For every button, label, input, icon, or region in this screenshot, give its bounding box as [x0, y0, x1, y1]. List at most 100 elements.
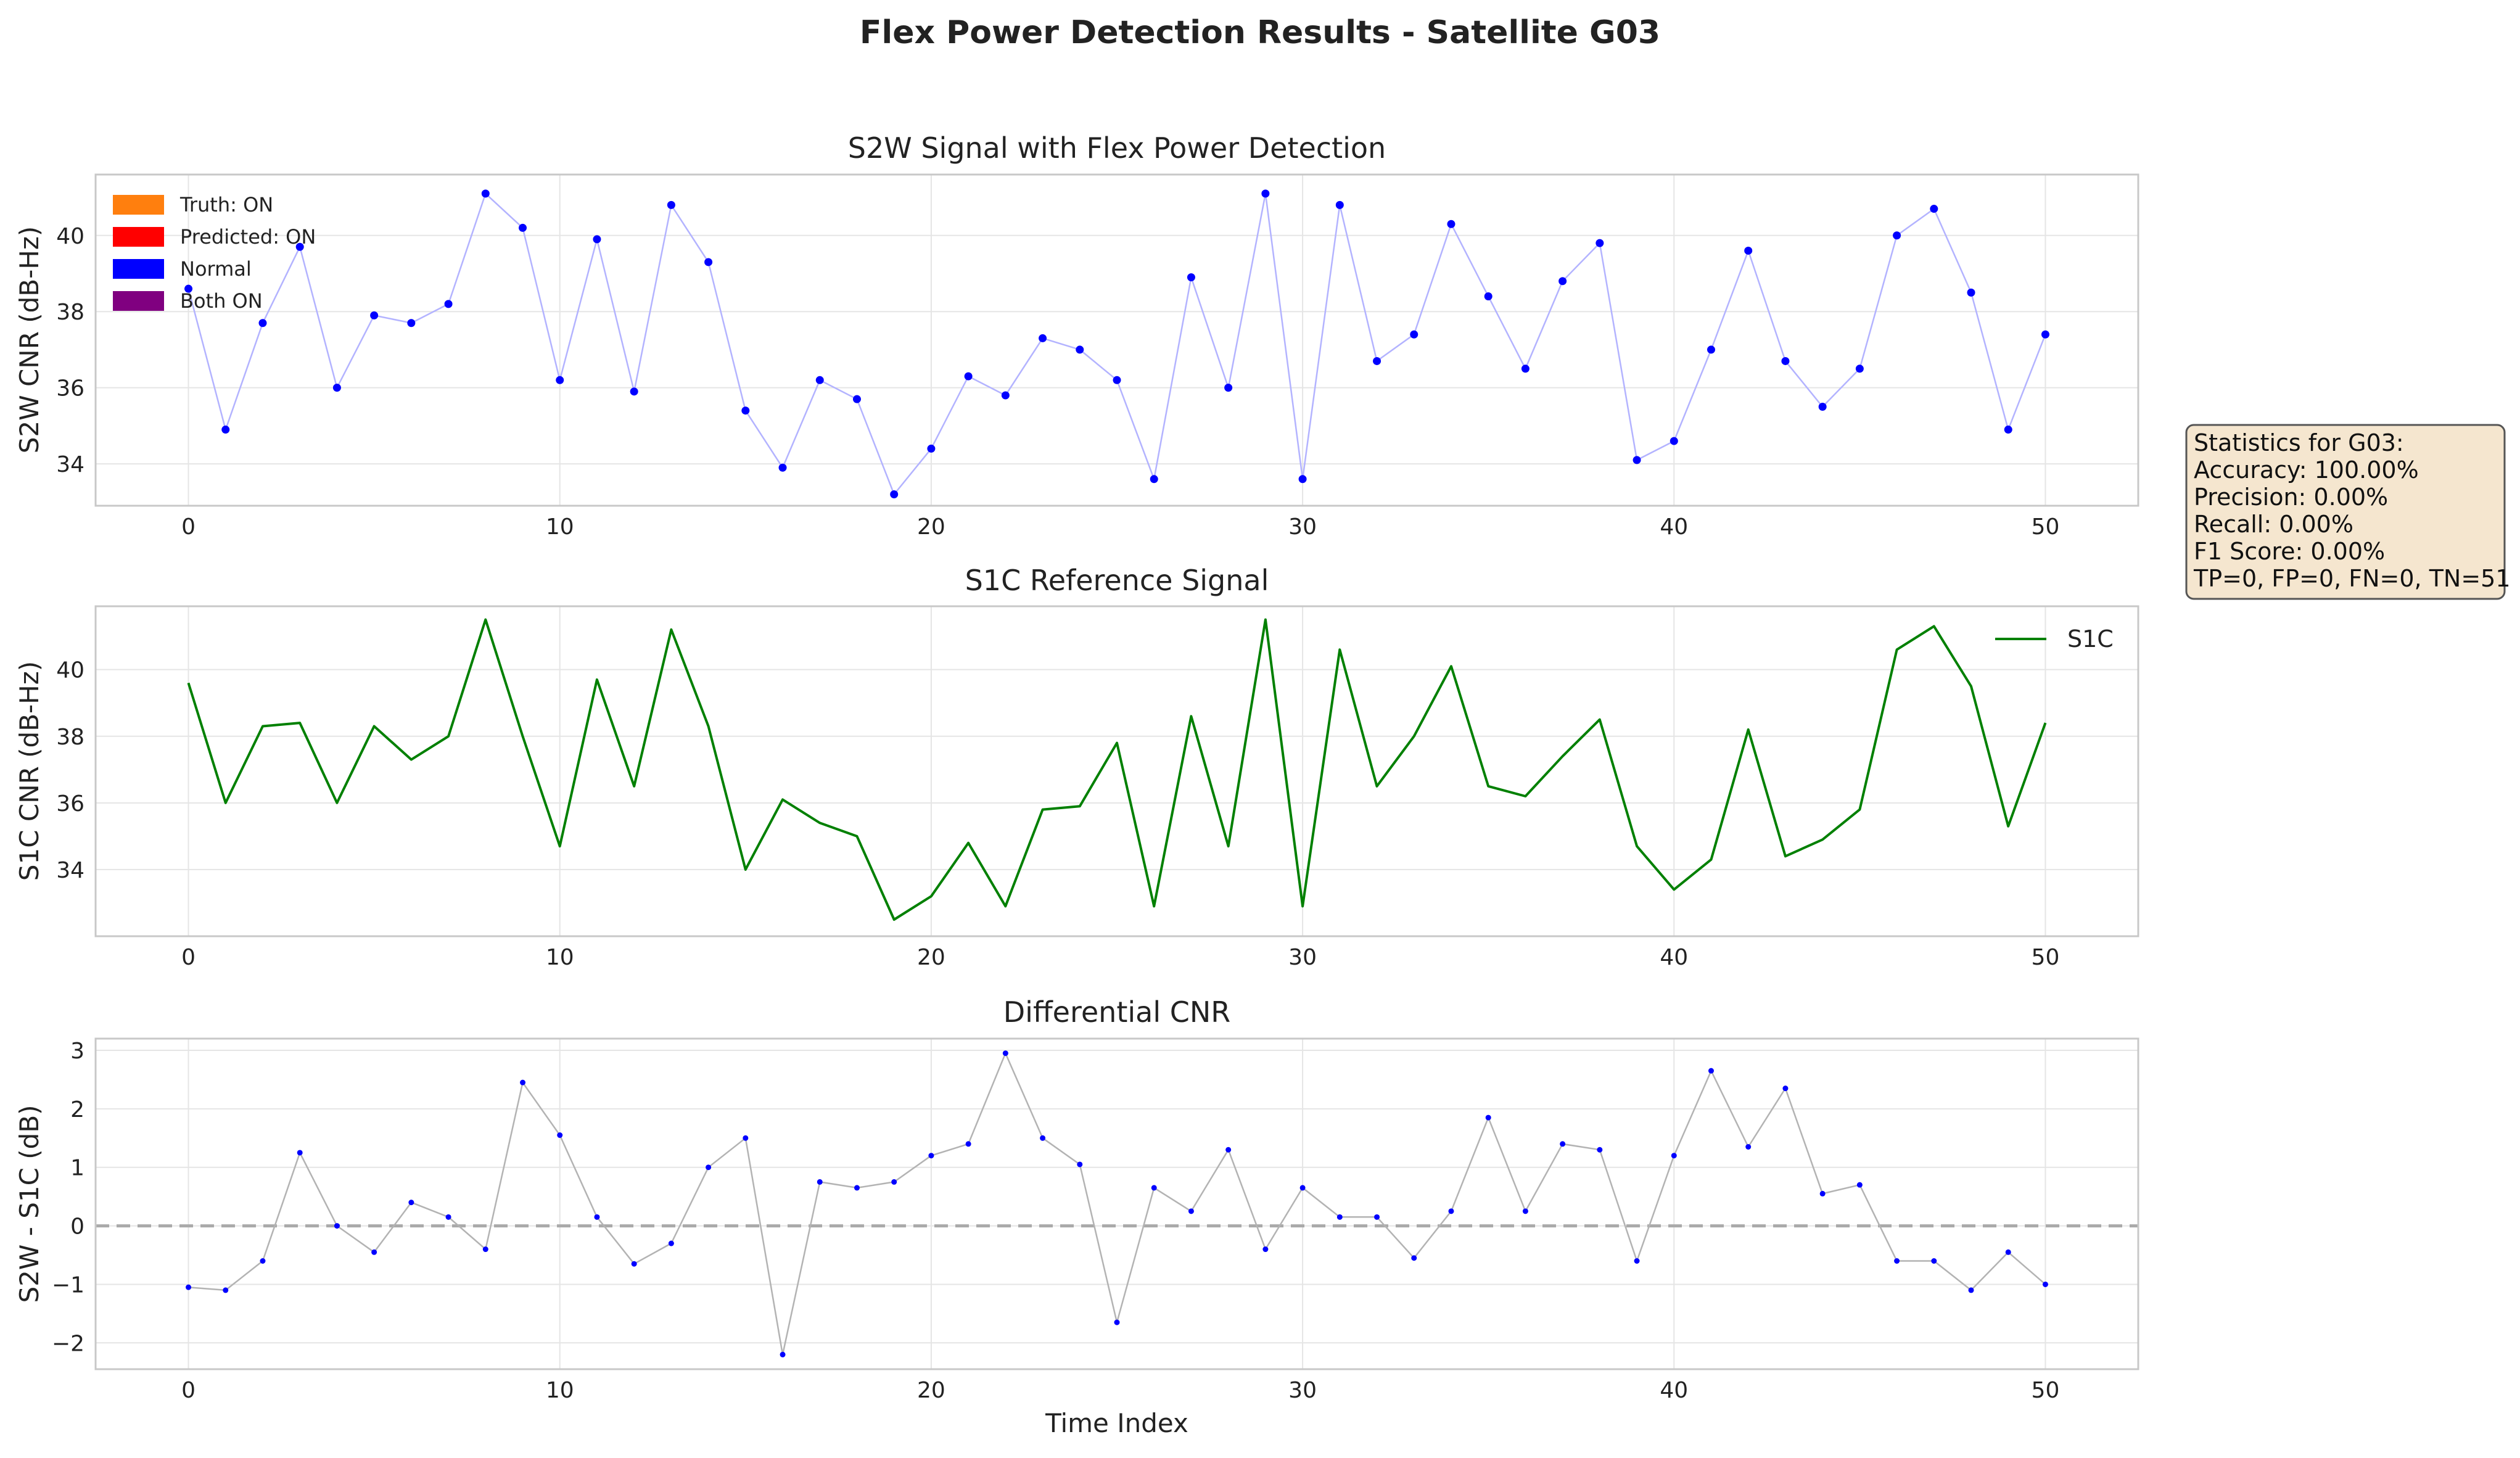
data-point-diff: [1522, 1208, 1528, 1214]
panel-s1c-grid: [96, 606, 2138, 936]
ytick-label: 1: [70, 1156, 84, 1181]
xtick-label: 10: [546, 945, 574, 970]
data-point-diff: [965, 1141, 971, 1147]
legend-label-s1c: S1C: [2067, 625, 2114, 653]
data-point-s2w: [1967, 288, 1975, 297]
data-point-diff: [1411, 1255, 1417, 1261]
data-point-diff: [408, 1200, 414, 1206]
data-point-s2w: [741, 406, 750, 415]
data-point-diff: [1299, 1185, 1306, 1191]
data-point-s2w: [630, 387, 638, 396]
ytick-label: 36: [56, 376, 84, 402]
ytick-label: 38: [56, 300, 84, 325]
data-point-s2w: [407, 319, 416, 327]
stats-line-header: Statistics for G03:: [2194, 429, 2404, 456]
ytick-label: 0: [70, 1214, 84, 1240]
data-point-s2w: [927, 444, 936, 453]
panel-diff-ylabel: S2W - S1C (dB): [14, 1105, 44, 1303]
data-point-s2w: [778, 463, 787, 472]
data-point-diff: [891, 1179, 897, 1185]
data-point-s2w: [1893, 231, 1901, 240]
data-point-diff: [1671, 1153, 1677, 1159]
data-point-s2w: [1596, 239, 1604, 247]
data-point-s2w: [221, 426, 230, 434]
data-point-diff: [1336, 1214, 1343, 1220]
data-point-s2w: [1150, 475, 1158, 484]
data-point-diff: [520, 1079, 526, 1085]
data-point-s2w: [258, 319, 267, 327]
data-point-diff: [557, 1132, 563, 1139]
data-point-s2w: [1001, 391, 1010, 400]
data-point-diff: [1485, 1114, 1491, 1121]
ytick-label: 36: [56, 791, 84, 817]
data-point-s2w: [704, 258, 713, 266]
data-point-diff: [743, 1135, 749, 1141]
panel-s2w-yticks: 34 36 38 40: [56, 224, 84, 477]
ytick-label: 40: [56, 224, 84, 249]
ytick-label: 34: [56, 452, 84, 477]
data-point-diff: [186, 1284, 192, 1290]
xtick-label: 10: [546, 1378, 574, 1403]
data-point-s2w: [444, 300, 453, 308]
stats-line-accuracy: Accuracy: 100.00%: [2194, 456, 2419, 484]
data-point-s2w: [1818, 403, 1827, 411]
panel-diff: Differential CNR −2 −1 0 1 2 3 0 10 20 30 40 50 S2…: [14, 995, 2139, 1438]
data-point-diff: [1819, 1190, 1826, 1196]
data-point-s2w: [1559, 277, 1567, 286]
data-point-s2w: [1707, 345, 1715, 354]
panel-diff-xlabel: Time Index: [1045, 1408, 1188, 1438]
legend-swatch-both-on: [113, 291, 164, 311]
xtick-label: 40: [1660, 514, 1688, 540]
data-point-diff: [334, 1223, 340, 1229]
figure-title: Flex Power Detection Results - Satellite…: [860, 14, 1660, 51]
data-point-s2w: [964, 372, 973, 381]
ytick-label: 40: [56, 658, 84, 683]
data-point-s2w: [1373, 356, 1381, 365]
xtick-label: 10: [546, 514, 574, 540]
data-point-s2w: [1521, 364, 1530, 373]
data-point-diff: [1856, 1182, 1863, 1188]
data-point-s2w: [667, 200, 675, 209]
data-point-s2w: [1670, 437, 1678, 445]
data-point-s2w: [1447, 220, 1456, 228]
panel-diff-series: [96, 1050, 2138, 1357]
panel-s2w-frame: [94, 173, 2139, 507]
data-point-diff: [928, 1153, 934, 1159]
xtick-label: 20: [917, 514, 945, 540]
panel-s2w-legend: Truth: ON Predicted: ON Normal Both ON: [113, 193, 316, 313]
data-point-diff: [1708, 1068, 1714, 1074]
data-point-s2w: [1335, 200, 1344, 209]
data-point-s2w: [1298, 475, 1307, 484]
data-point-diff: [1745, 1144, 1752, 1150]
data-point-s2w: [852, 395, 861, 403]
data-point-s2w: [1855, 364, 1864, 373]
data-point-s2w: [332, 384, 341, 392]
ytick-label: 3: [70, 1039, 84, 1064]
data-point-diff: [594, 1214, 600, 1220]
data-point-diff: [1931, 1258, 1937, 1264]
xtick-label: 40: [1660, 1378, 1688, 1403]
panel-s1c: S1C Reference Signal 34 36 38 40 0 10 20 30 40 5…: [14, 564, 2139, 970]
data-point-s2w: [1224, 384, 1233, 392]
panel-s1c-legend: S1C: [1995, 625, 2114, 653]
data-point-diff: [631, 1261, 637, 1267]
ytick-label: 34: [56, 858, 84, 883]
data-point-diff: [2042, 1281, 2048, 1287]
data-point-diff: [297, 1150, 303, 1156]
panel-diff-xticks: 0 10 20 30 40 50: [181, 1378, 2059, 1403]
data-point-diff: [668, 1240, 674, 1246]
data-point-diff: [854, 1185, 860, 1191]
xtick-label: 50: [2032, 1378, 2060, 1403]
legend-swatch-truth-on: [113, 195, 164, 215]
data-point-diff: [817, 1179, 823, 1185]
data-point-diff: [260, 1258, 266, 1264]
data-point-diff: [482, 1246, 488, 1253]
legend-label-predicted-on: Predicted: ON: [180, 225, 316, 249]
panel-diff-grid: [96, 1039, 2138, 1369]
panel-s2w: S2W Signal with Flex Power Detection 343…: [14, 131, 2139, 540]
legend-swatch-normal: [113, 259, 164, 279]
panel-diff-yticks: −2 −1 0 1 2 3: [52, 1039, 84, 1356]
data-point-s2w: [890, 490, 899, 498]
data-point-s2w: [1039, 334, 1047, 342]
